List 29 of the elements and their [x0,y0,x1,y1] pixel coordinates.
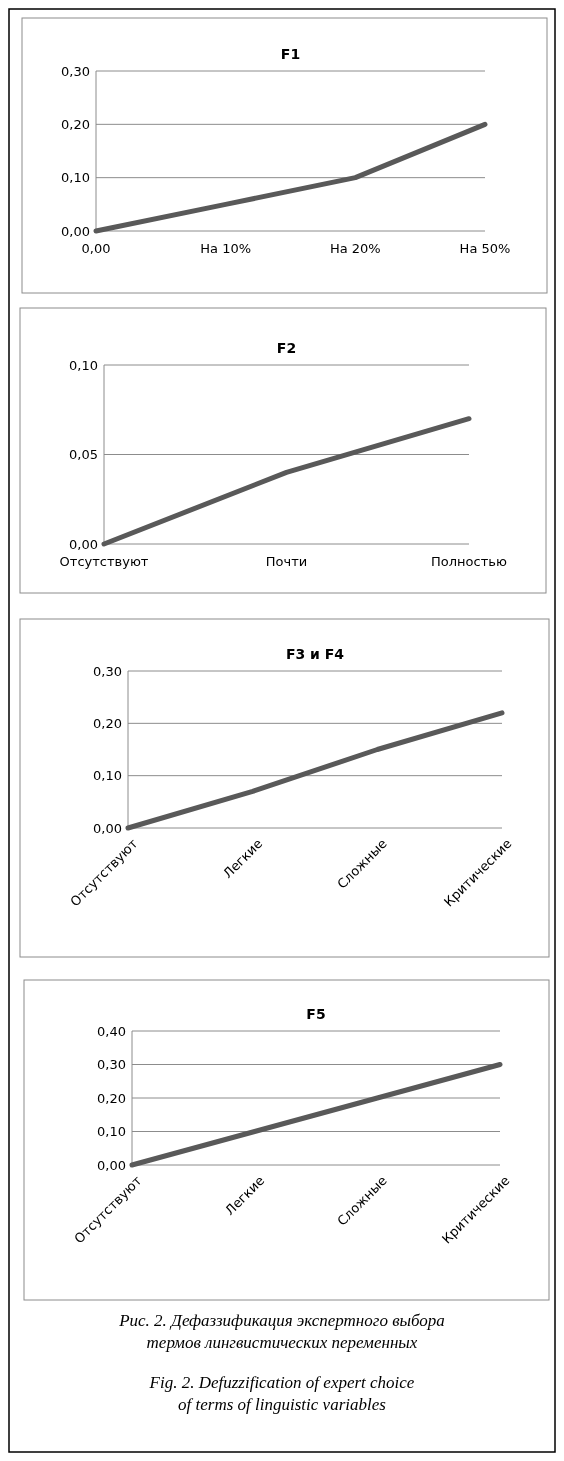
x-tick-label: На 20% [329,241,381,256]
y-tick-label: 0,30 [61,63,90,79]
text: Рис. 2. Дефаззификация экспертного выбора термов лингвистических переменных [118,1311,445,1352]
x-tick-label: Отсутствуют [59,554,149,569]
y-tick-label: 0,10 [97,1124,126,1140]
y-tick-label: 0,00 [69,536,98,552]
y-tick-label: 0,00 [61,223,90,239]
y-tick-label: 0,05 [69,447,98,463]
y-tick-label: 0,20 [93,715,122,731]
y-tick-label: 0,00 [97,1157,126,1173]
chart-title: F5 [306,1006,326,1022]
chart-title: F1 [280,46,301,62]
caption: Fig. 2. Defuzzification of expert choice of terms of linguistic variables [148,1373,415,1414]
x-tick-label: На 10% [200,241,252,256]
chart-title: F2 [276,340,297,356]
x-tick-label: На 50% [459,241,511,256]
y-tick-label: 0,10 [93,768,122,784]
x-tick-label: Полностью [431,554,507,569]
x-tick-label: 0,00 [81,241,111,256]
y-tick-label: 0,30 [97,1057,126,1073]
y-tick-label: 0,20 [61,116,90,132]
y-tick-label: 0,40 [97,1023,126,1039]
chart-title: F3 и F4 [285,646,345,662]
x-tick-label: Почти [265,554,308,569]
y-tick-label: 0,00 [93,820,122,836]
y-tick-label: 0,20 [97,1090,126,1106]
y-tick-label: 0,10 [69,357,98,373]
y-tick-label: 0,10 [61,170,90,186]
y-tick-label: 0,30 [93,663,122,679]
